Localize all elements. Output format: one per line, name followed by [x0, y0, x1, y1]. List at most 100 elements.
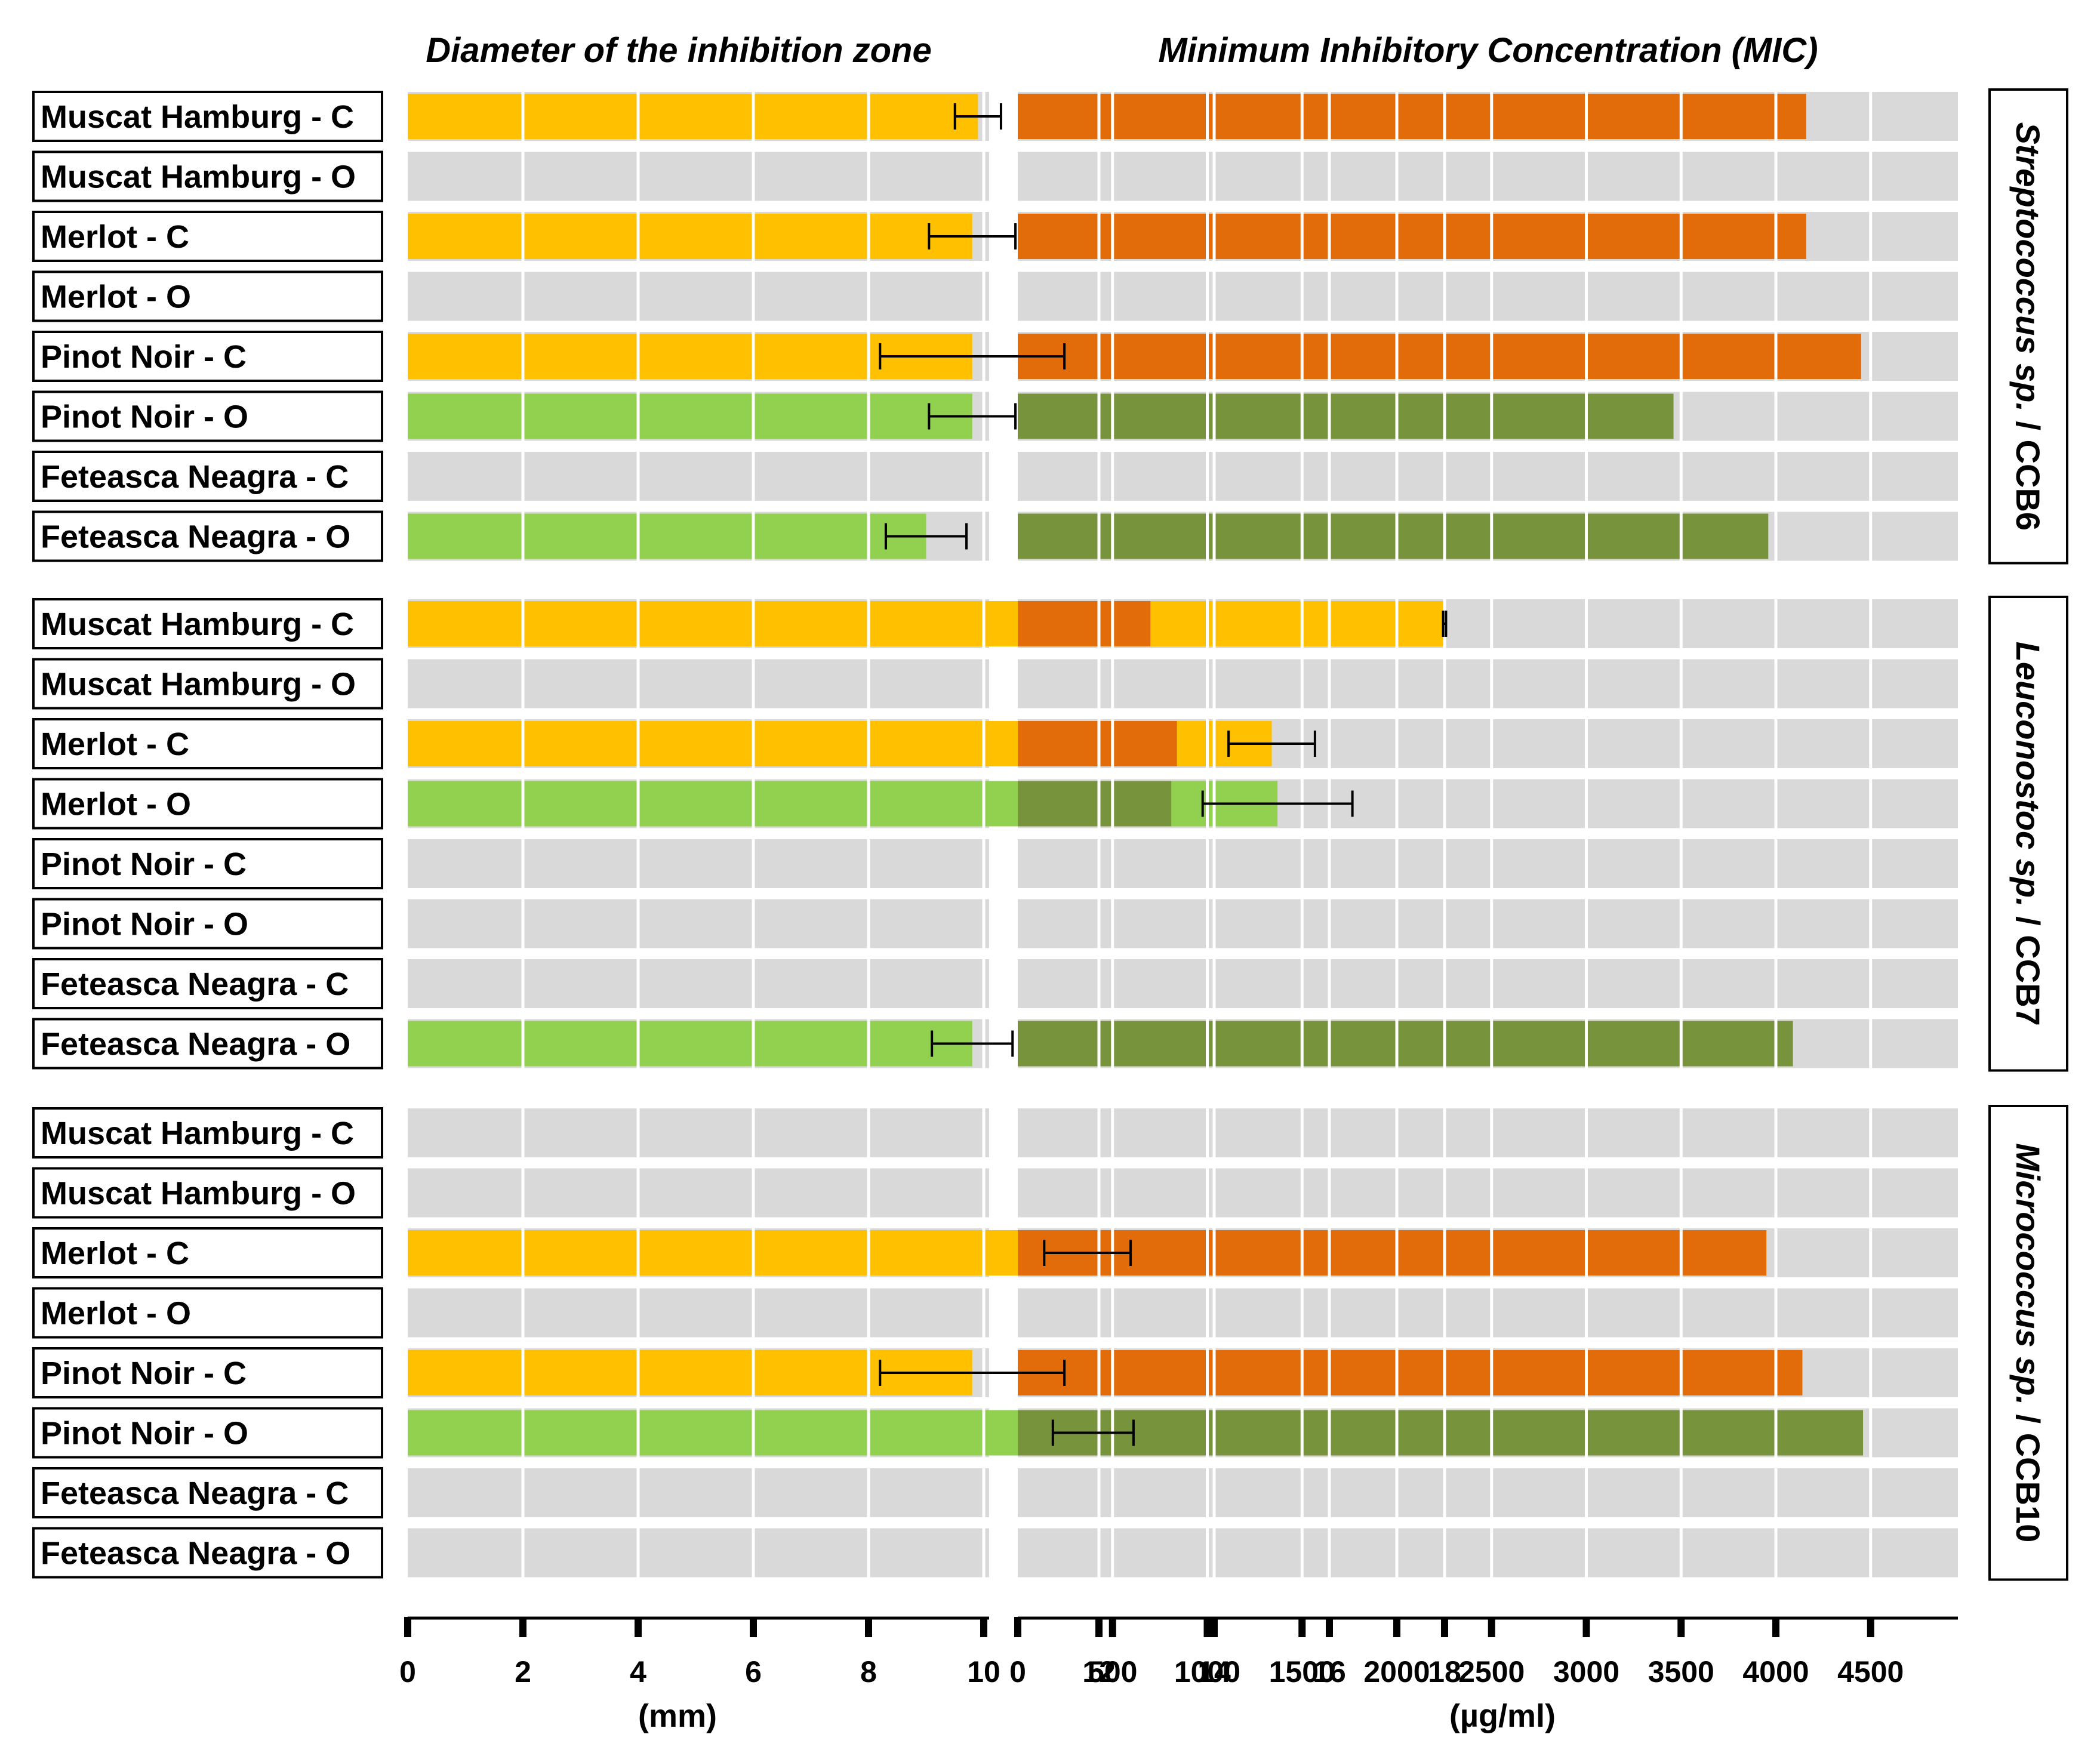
row-labels: Muscat Hamburg - C Muscat Hamburg - O Merl… [32, 88, 2068, 1581]
bar-mic [1018, 601, 1151, 646]
row-label: Pinot Noir - C [41, 339, 247, 375]
row-label-box [32, 390, 383, 442]
axis-inhibition-tick [1326, 1617, 1333, 1637]
row-label-box [32, 1527, 383, 1579]
axis-mic-tick [1298, 1617, 1306, 1637]
bar-mic [1018, 94, 1806, 139]
row-label: Merlot - O [41, 787, 191, 822]
row-label: Muscat Hamburg - C [41, 99, 354, 135]
row-label-box [32, 778, 383, 830]
cell-background [1018, 1168, 1958, 1218]
bar-inhibition [408, 214, 972, 259]
row-label-box [32, 1467, 383, 1518]
organism-label: Streptococcus sp. / CCB6 [2009, 122, 2047, 531]
cell-background [408, 1528, 989, 1578]
row-label: Feteasca Neagra - O [41, 1536, 350, 1572]
cell-background [1018, 1468, 1958, 1517]
axis-mic-tick [1488, 1617, 1495, 1637]
bar-inhibition [408, 1230, 1088, 1276]
bar-mic [1018, 781, 1172, 827]
axis-mic-tick-label: 2500 [1458, 1655, 1525, 1689]
bar-mic [1018, 214, 1806, 259]
row-label-box [32, 91, 383, 142]
cell-background [408, 659, 989, 708]
axis-inhibition-tick [750, 1617, 757, 1637]
axis-inhibition-tick [1095, 1617, 1103, 1637]
organism-name: Micrococcus sp. [2009, 1143, 2047, 1405]
organism-name: Streptococcus sp. [2009, 122, 2047, 411]
bar-mic [1018, 1021, 1793, 1067]
axis-inhibition-tick-label: 16 [1313, 1655, 1346, 1689]
cell-background [408, 839, 989, 888]
cell-background [408, 1168, 989, 1218]
bar-mic [1018, 393, 1674, 439]
row-label: Feteasca Neagra - O [41, 1027, 350, 1062]
axis-mic-tick-label: 3500 [1648, 1655, 1714, 1689]
bar-inhibition [408, 1350, 972, 1395]
cell-background [408, 272, 989, 321]
axis-mic-tick [1203, 1617, 1211, 1637]
cell-background [1018, 1108, 1958, 1157]
row-label-box [32, 1287, 383, 1339]
cell-background [1018, 839, 1958, 888]
axis-inhibition-tick-label: 12 [1082, 1655, 1116, 1689]
axis-unit-mic: (µg/ml) [1449, 1698, 1556, 1734]
organism-code: CCB6 [2009, 440, 2047, 531]
row-label-box [32, 598, 383, 649]
row-label-box [32, 838, 383, 889]
cell-background [408, 452, 989, 501]
organism-label: Leuconostoc sp. / CCB7 [2009, 642, 2047, 1026]
bar-mic [1018, 1410, 1864, 1456]
axis-inhibition-tick-label: 4 [630, 1655, 646, 1689]
bar-mic [1018, 721, 1177, 766]
row-label-box [32, 331, 383, 382]
organism-code: CCB7 [2009, 935, 2047, 1025]
cell-background [1018, 152, 1958, 201]
row-label-box [32, 451, 383, 502]
row-label-box [32, 658, 383, 710]
row-label: Pinot Noir - O [41, 399, 248, 435]
axis-inhibition-tick-label: 8 [860, 1655, 877, 1689]
axis-mic-tick-label: 500 [1088, 1655, 1137, 1689]
row-label-box [32, 1167, 383, 1219]
bar-inhibition [408, 94, 978, 139]
bar-mic [1018, 1350, 1803, 1395]
axis-mic-tick [1582, 1617, 1590, 1637]
row-label-box [32, 1227, 383, 1278]
organism-code-separator: / [2009, 1405, 2047, 1433]
bar-inhibition [408, 393, 972, 439]
row-label: Merlot - O [41, 279, 191, 315]
axis-unit-inhibition: (mm) [638, 1698, 717, 1734]
axis-inhibition-tick [1211, 1617, 1218, 1637]
axis-inhibition-tick-label: 18 [1428, 1655, 1461, 1689]
axis-inhibition-tick [980, 1617, 987, 1637]
bar-inhibition [408, 1410, 1094, 1456]
row-label: Merlot - C [41, 219, 189, 255]
bar-inhibition [408, 1021, 972, 1067]
axis-inhibition-tick-label: 6 [745, 1655, 762, 1689]
cell-background [408, 152, 989, 201]
axis-mic-tick [1772, 1617, 1779, 1637]
row-label: Pinot Noir - O [41, 907, 248, 942]
organism-code-separator: / [2009, 412, 2047, 440]
error-bars [879, 103, 1448, 1446]
row-label: Feteasca Neagra - C [41, 1475, 349, 1511]
axis-mic-tick [1393, 1617, 1400, 1637]
organism-label-box [1988, 1105, 2068, 1581]
bar-mic [1018, 334, 1861, 379]
axis-mic-tick-label: 0 [1009, 1655, 1026, 1689]
axes: 0 2 4 6 8 10 12 14 16 18 0 500 1000 1500 2000 2500 3000 3… [399, 1616, 1958, 1689]
axis-inhibition-tick [865, 1617, 872, 1637]
bar-inhibition [408, 601, 1445, 646]
row-label: Muscat Hamburg - C [41, 606, 354, 642]
axis-inhibition-tick-label: 14 [1197, 1655, 1231, 1689]
row-label-box [32, 211, 383, 262]
cell-background [408, 959, 989, 1008]
row-label-box [32, 510, 383, 562]
row-label-box [32, 898, 383, 950]
row-label: Feteasca Neagra - C [41, 966, 349, 1002]
axis-mic-tick-label: 1000 [1174, 1655, 1240, 1689]
axis-inhibition-tick-label: 0 [399, 1655, 416, 1689]
cell-background [1018, 959, 1958, 1008]
